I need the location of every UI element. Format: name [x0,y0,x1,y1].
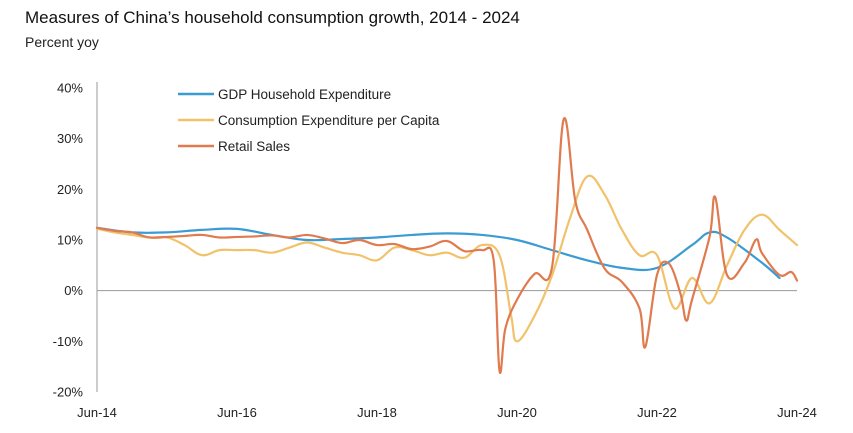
legend-label: Retail Sales [218,139,290,154]
y-tick-label: 20% [57,182,83,197]
y-axis-labels: -20% -10% 0% 10% 20% 30% 40% [53,81,84,400]
y-tick-label: 30% [57,131,83,146]
series-line-retail-sales [95,117,799,375]
x-tick-label: Jun-24 [777,405,817,420]
y-tick-label: 10% [57,233,83,248]
x-tick-label: Jun-20 [497,405,537,420]
chart-subtitle: Percent yoy [25,34,99,50]
x-tick-label: Jun-16 [217,405,257,420]
y-tick-label: 0% [64,283,83,298]
x-axis-labels: Jun-14 Jun-16 Jun-18 Jun-20 Jun-22 Jun-24 [77,405,817,420]
legend-label: Consumption Expenditure per Capita [218,113,440,128]
y-tick-label: -10% [53,334,84,349]
y-tick-label: 40% [57,81,83,96]
x-tick-label: Jun-14 [77,405,117,420]
axes [96,82,797,392]
series-line-gdp-household-expenditure [95,226,781,280]
legend: GDP Household Expenditure Consumption Exp… [178,87,440,154]
x-tick-label: Jun-18 [357,405,397,420]
series-line-consumption-expenditure-per-capita [95,174,799,343]
series-lines [95,117,799,375]
y-tick-label: -20% [53,385,84,400]
legend-label: GDP Household Expenditure [218,87,391,102]
x-tick-label: Jun-22 [637,405,677,420]
chart-title: Measures of China’s household consumptio… [25,8,520,27]
